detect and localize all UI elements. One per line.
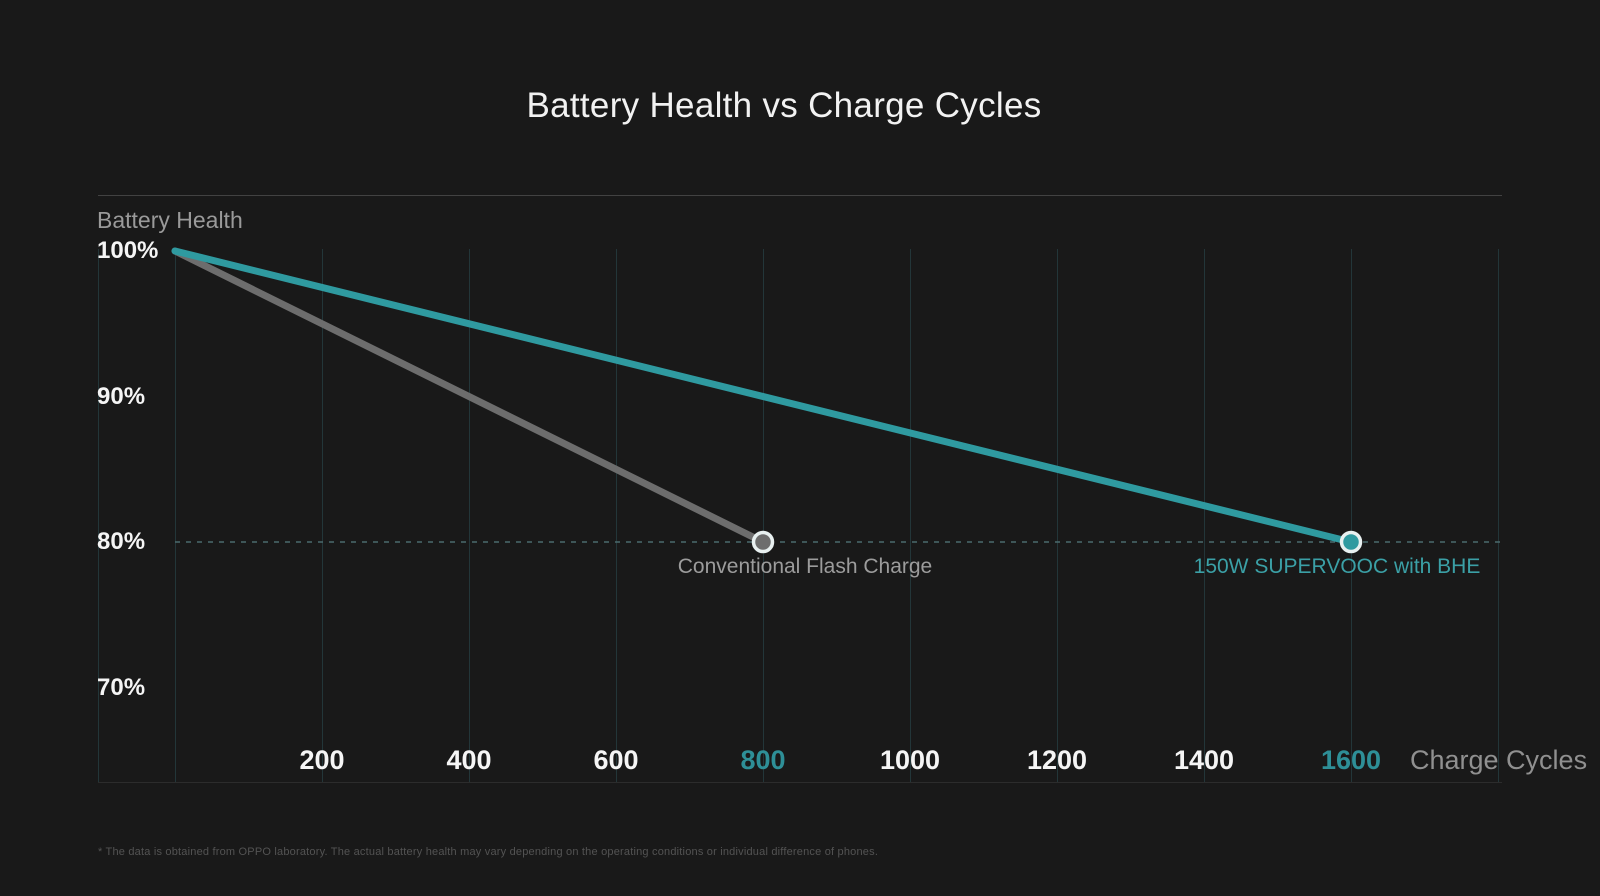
series-line-0 <box>171 247 767 546</box>
series-label-1: 150W SUPERVOOC with BHE <box>1193 555 1481 578</box>
y-tick-70: 70% <box>97 673 146 701</box>
x-tick-1000: 1000 <box>879 745 941 775</box>
chart-title: Battery Health vs Charge Cycles <box>526 86 1042 125</box>
x-tick-400: 400 <box>446 745 492 775</box>
plot-svg <box>98 247 1500 782</box>
series-line-1 <box>171 247 1355 546</box>
series-endpoint-1 <box>1339 530 1363 554</box>
series-endpoint-0 <box>751 530 775 554</box>
y-axis-title: Battery Health <box>97 207 243 233</box>
x-tick-1400: 1400 <box>1173 745 1235 775</box>
x-tick-1200: 1200 <box>1026 745 1088 775</box>
y-tick-100: 100% <box>97 237 159 264</box>
x-tick-600: 600 <box>593 745 639 775</box>
x-tick-800: 800 <box>740 745 786 775</box>
y-tick-80: 80% <box>97 528 146 555</box>
y-tick-90: 90% <box>97 382 146 410</box>
series-label-0: Conventional Flash Charge <box>677 555 933 578</box>
chart-footnote: * The data is obtained from OPPO laborat… <box>98 846 879 858</box>
x-tick-200: 200 <box>299 745 345 775</box>
x-axis-title: Charge Cycles <box>1410 745 1588 775</box>
plot-area: Battery Health 100% 90% 80% 70% 200 400 600 80… <box>97 195 1587 783</box>
x-tick-1600: 1600 <box>1320 745 1382 775</box>
